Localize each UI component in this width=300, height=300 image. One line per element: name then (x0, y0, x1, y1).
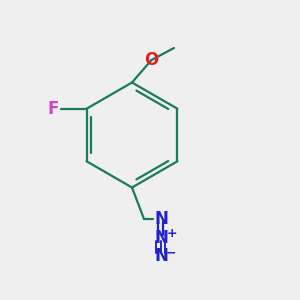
Text: N: N (154, 210, 168, 228)
Text: N: N (154, 229, 168, 247)
Text: F: F (48, 100, 59, 118)
Text: +: + (166, 227, 177, 241)
Text: N: N (154, 247, 168, 265)
Text: O: O (144, 51, 159, 69)
Text: −: − (166, 246, 177, 259)
